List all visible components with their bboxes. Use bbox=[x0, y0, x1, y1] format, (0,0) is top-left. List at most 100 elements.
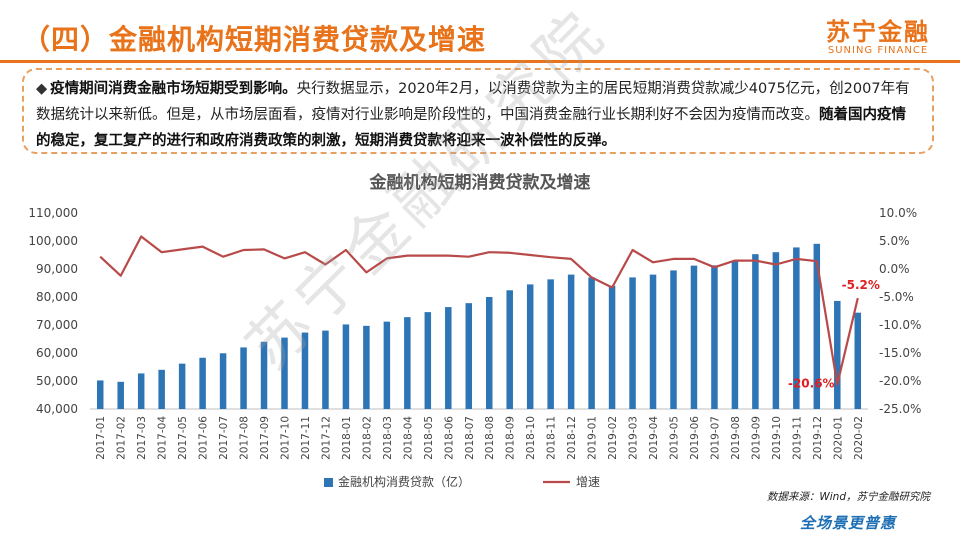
x-tick-label: 2017-10 bbox=[280, 416, 292, 460]
bar bbox=[342, 324, 350, 409]
legend-label: 金融机构消费贷款（亿） bbox=[338, 474, 470, 489]
x-tick-label: 2019-05 bbox=[669, 416, 681, 460]
bar bbox=[793, 247, 800, 409]
bar bbox=[649, 274, 657, 409]
bar bbox=[404, 317, 411, 409]
left-tick-label: 80,000 bbox=[36, 290, 78, 304]
left-tick-label: 100,000 bbox=[28, 234, 78, 248]
bar bbox=[629, 277, 636, 409]
callout-bold-conclusion: 随着国内疫情的稳定，复工复产的进行和政府消费政策的刺激，短期消费贷款将迎来一波补… bbox=[36, 107, 906, 149]
x-tick-label: 2019-12 bbox=[812, 416, 824, 460]
combo-chart: 110,000 100,000 90,000 80,000 70,000 60,000 50… bbox=[28, 206, 921, 489]
bar bbox=[240, 347, 247, 409]
x-tick-label: 2017-01 bbox=[95, 416, 107, 460]
bar bbox=[199, 357, 206, 409]
right-tick-label: -15.0% bbox=[879, 346, 921, 360]
right-tick-label: -25.0% bbox=[879, 402, 921, 416]
bar bbox=[117, 381, 124, 409]
slogan: 全场景更普惠 bbox=[799, 514, 896, 532]
brand-logo: 苏宁金融 SUNING FINANCE bbox=[826, 12, 930, 56]
x-tick-label: 2017-06 bbox=[198, 416, 210, 460]
chart-title: 金融机构短期消费贷款及增速 bbox=[369, 173, 591, 193]
x-tick-label: 2018-12 bbox=[566, 416, 578, 460]
x-tick-label: 2019-06 bbox=[689, 416, 701, 460]
bar bbox=[711, 265, 718, 409]
bar bbox=[690, 265, 698, 409]
bar bbox=[731, 261, 739, 409]
x-tick-label: 2017-04 bbox=[157, 416, 169, 460]
x-tick-label: 2018-10 bbox=[525, 416, 537, 460]
bar bbox=[383, 321, 391, 409]
x-tick-label: 2019-01 bbox=[587, 416, 599, 460]
left-tick-label: 40,000 bbox=[36, 402, 78, 416]
bar bbox=[158, 369, 165, 409]
right-tick-label: 10.0% bbox=[879, 206, 917, 220]
x-tick-label: 2018-04 bbox=[402, 416, 414, 460]
x-tick-label: 2018-11 bbox=[546, 416, 558, 460]
x-tick-label: 2019-04 bbox=[648, 416, 660, 460]
logo-text-cn: 苏宁金融 bbox=[826, 18, 930, 46]
bar bbox=[363, 325, 370, 409]
x-tick-label: 2019-10 bbox=[771, 416, 783, 460]
x-tick-label: 2018-02 bbox=[361, 416, 373, 460]
x-tick-label: 2017-05 bbox=[177, 416, 189, 460]
growth-line bbox=[99, 235, 859, 386]
header-divider bbox=[0, 60, 960, 63]
right-tick-label: -20.0% bbox=[879, 374, 921, 388]
callout-body: 央行数据显示，2020年2月，以消费贷款为主的居民短期消费贷款减少4075亿元，… bbox=[36, 81, 910, 123]
x-tick-label: 2018-07 bbox=[464, 416, 476, 460]
left-tick-label: 60,000 bbox=[36, 346, 78, 360]
x-tick-label: 2018-06 bbox=[443, 416, 455, 460]
x-tick-label: 2019-07 bbox=[709, 416, 721, 460]
x-tick-label: 2020-01 bbox=[832, 416, 844, 460]
left-tick-label: 50,000 bbox=[36, 374, 78, 388]
x-tick-label: 2019-09 bbox=[750, 416, 762, 460]
bar bbox=[219, 353, 227, 409]
bar bbox=[506, 290, 513, 409]
bar bbox=[813, 243, 821, 409]
data-label: -5.2% bbox=[842, 278, 880, 292]
bar bbox=[301, 332, 309, 409]
x-tick-label: 2017-03 bbox=[136, 416, 148, 460]
x-tick-label: 2019-11 bbox=[791, 416, 803, 460]
diamond-bullet-icon: ◆ bbox=[36, 81, 48, 97]
x-tick-label: 2018-03 bbox=[382, 416, 394, 460]
legend-swatch-bar bbox=[324, 478, 333, 487]
left-tick-label: 90,000 bbox=[36, 262, 78, 276]
bar bbox=[526, 284, 534, 409]
bar bbox=[178, 363, 186, 409]
legend-label: 增速 bbox=[576, 475, 600, 489]
bar bbox=[670, 270, 677, 409]
bar bbox=[485, 297, 493, 409]
bar bbox=[752, 254, 759, 409]
bar bbox=[834, 300, 841, 409]
bar bbox=[281, 337, 288, 409]
bar bbox=[445, 307, 452, 409]
data-source-note: 数据来源：Wind，苏宁金融研究院 bbox=[766, 491, 930, 503]
bar bbox=[260, 341, 268, 409]
page-title: （四）金融机构短期消费贷款及增速 bbox=[22, 23, 487, 56]
x-tick-label: 2017-07 bbox=[218, 416, 230, 460]
bar bbox=[96, 380, 104, 409]
x-tick-label: 2017-09 bbox=[259, 416, 271, 460]
right-tick-label: -10.0% bbox=[879, 318, 921, 332]
x-tick-label: 2017-08 bbox=[239, 416, 251, 460]
callout-bold-lead: 疫情期间消费金融市场短期受到影响。 bbox=[50, 81, 297, 97]
x-tick-label: 2017-12 bbox=[320, 416, 332, 460]
left-tick-label: 110,000 bbox=[28, 206, 78, 220]
x-tick-label: 2019-03 bbox=[628, 416, 640, 460]
x-tick-label: 2017-02 bbox=[116, 416, 128, 460]
x-tick-label: 2018-09 bbox=[505, 416, 517, 460]
right-tick-label: 0.0% bbox=[879, 262, 910, 276]
bar bbox=[588, 277, 595, 409]
bar bbox=[567, 274, 575, 409]
bar bbox=[772, 252, 780, 409]
bar bbox=[547, 279, 554, 409]
left-tick-label: 70,000 bbox=[36, 318, 78, 332]
summary-callout: ◆ 疫情期间消费金融市场短期受到影响。央行数据显示，2020年2月，以消费贷款为主… bbox=[22, 68, 934, 154]
logo-text-en: SUNING FINANCE bbox=[827, 45, 929, 56]
x-tick-label: 2018-08 bbox=[484, 416, 496, 460]
x-tick-label: 2018-05 bbox=[423, 416, 435, 460]
bar bbox=[854, 312, 862, 409]
bar bbox=[137, 373, 145, 409]
